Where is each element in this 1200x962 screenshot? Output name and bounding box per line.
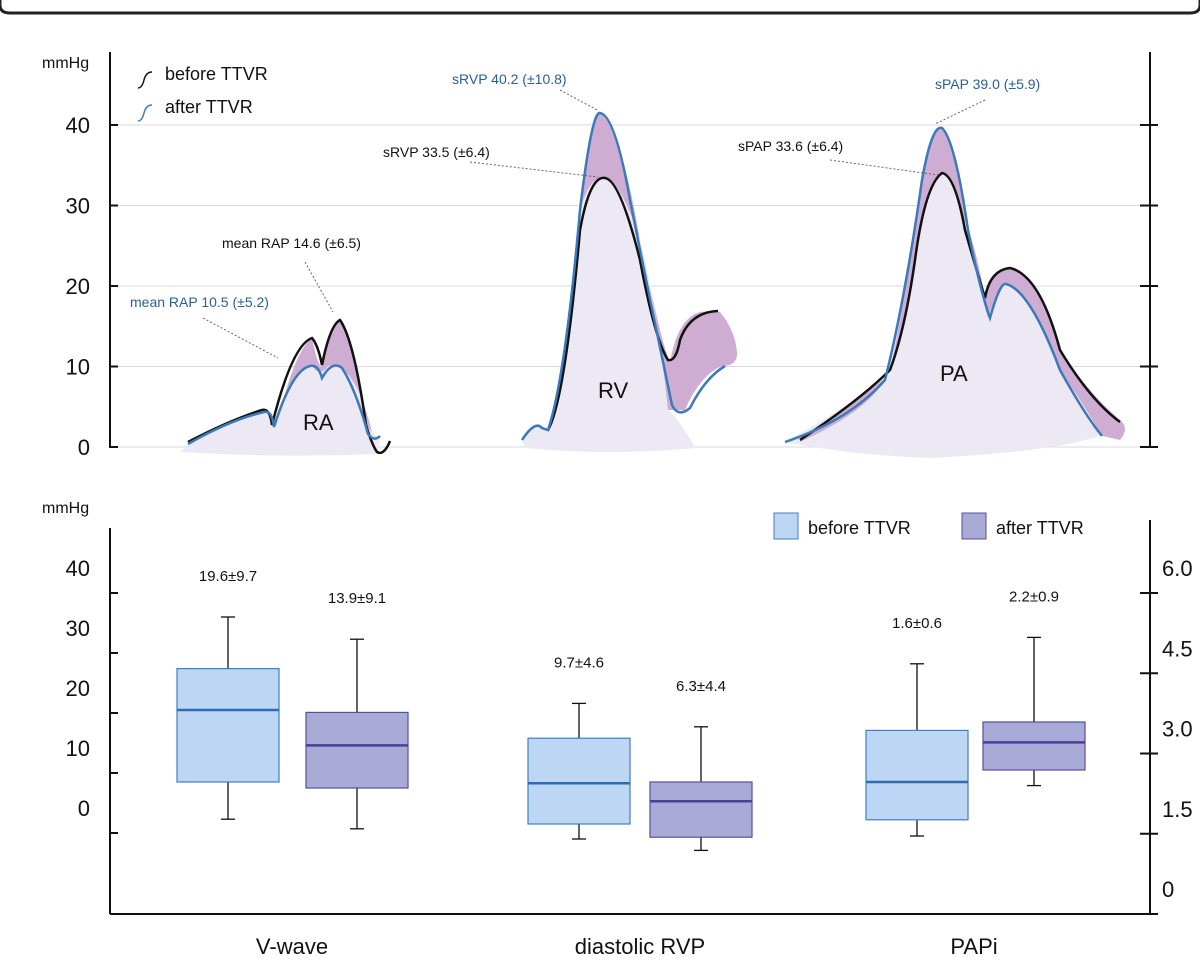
top-axes xyxy=(109,52,1151,448)
boxplot-diastolic-rvp-after: 6.3±4.4 xyxy=(649,678,753,852)
top-y-tick-label: 10 xyxy=(66,355,90,380)
rv-label: RV xyxy=(598,378,628,403)
ra-before-leader xyxy=(304,261,334,313)
category-label: diastolic RVP xyxy=(575,934,705,957)
ra-before-annotation: mean RAP 14.6 (±6.5) xyxy=(222,235,361,251)
box-stat-label: 1.6±0.6 xyxy=(892,615,942,632)
ra-after-annotation: mean RAP 10.5 (±5.2) xyxy=(130,294,269,310)
legend-before-label: before TTVR xyxy=(165,64,268,84)
waveform-ra: RA mean RAP 14.6 (±6.5) mean RAP 10.5 (±… xyxy=(130,235,392,456)
boxplot-v-wave-before: 19.6±9.7 xyxy=(176,568,280,820)
top-legend: before TTVR after TTVR xyxy=(137,64,268,122)
box-iqr xyxy=(176,667,280,783)
bottom-y-tick-label: 10 xyxy=(66,736,90,761)
top-y-tick-labels: 0 10 20 30 40 xyxy=(66,113,90,460)
top-y-tick-label: 20 xyxy=(66,274,90,299)
category-labels: V-wave diastolic RVP PAPi xyxy=(256,934,998,959)
ra-label: RA xyxy=(303,410,334,435)
boxplot-v-wave-after: 13.9±9.1 xyxy=(305,590,409,830)
bottom-y2-tick-label: 1.5 xyxy=(1162,797,1193,822)
waveform-pa: PA sPAP 39.0 (±5.9) sPAP 33.6 (±6.4) xyxy=(738,76,1125,458)
boxplot-diastolic-rvp-before: 9.7±4.6 xyxy=(527,654,631,840)
bottom-y-tick-label: 30 xyxy=(66,616,90,641)
box-iqr xyxy=(865,729,969,821)
pa-lavender-fill xyxy=(785,129,1100,458)
bottom-y-tick-label: 20 xyxy=(66,676,90,701)
box-stat-label: 9.7±4.6 xyxy=(554,654,604,671)
rv-lavender-fill xyxy=(522,117,695,452)
rv-before-line xyxy=(546,176,719,431)
bottom-y-unit: mmHg xyxy=(42,500,89,517)
bottom-y2-tick-label: 6.0 xyxy=(1162,556,1193,581)
rv-before-leader xyxy=(469,161,599,178)
top-y-tick-label: 0 xyxy=(78,435,90,460)
rv-after-leader xyxy=(559,89,598,111)
bottom-y2-tick-label: 0 xyxy=(1162,877,1174,902)
legend-before-box xyxy=(773,512,799,540)
bottom-y-tick-label: 0 xyxy=(78,796,90,821)
boxplot-papi-after: 2.2±0.9 xyxy=(982,588,1086,787)
box-iqr xyxy=(305,711,409,789)
bottom-ticks xyxy=(110,592,1158,915)
bottom-legend: before TTVR after TTVR xyxy=(773,512,1084,540)
pa-label: PA xyxy=(940,361,968,386)
top-border xyxy=(0,0,1200,15)
legend-after-swatch xyxy=(137,104,153,122)
boxplot-papi-before: 1.6±0.6 xyxy=(865,615,969,837)
legend-after-label: after TTVR xyxy=(165,97,253,117)
rv-pink-fill xyxy=(580,112,738,410)
top-ticks xyxy=(110,124,1158,448)
box-stat-label: 2.2±0.9 xyxy=(1009,588,1059,605)
legend-before-swatch xyxy=(137,71,153,89)
rv-after-annotation: sRVP 40.2 (±10.8) xyxy=(452,71,567,87)
pa-before-annotation: sPAP 33.6 (±6.4) xyxy=(738,138,843,154)
legend-before-box-label: before TTVR xyxy=(808,518,911,538)
box-stat-label: 13.9±9.1 xyxy=(328,590,386,607)
pa-after-line xyxy=(784,126,1103,444)
rv-after-line xyxy=(520,111,726,441)
bottom-y2-tick-labels: 0 1.5 3.0 4.5 6.0 xyxy=(1162,556,1193,902)
box-iqr xyxy=(527,737,631,825)
pa-before-line xyxy=(799,171,1121,442)
legend-after-box xyxy=(961,512,987,540)
bottom-y2-tick-label: 3.0 xyxy=(1162,717,1193,742)
box-iqr xyxy=(982,721,1086,771)
boxplots: 19.6±9.7 9.7±4.6 1.6±0.6 13.9±9.1 6.3±4.4 2.2… xyxy=(176,568,1086,852)
bottom-y2-tick-label: 4.5 xyxy=(1162,636,1193,661)
legend-after-box-label: after TTVR xyxy=(996,518,1084,538)
bottom-y-tick-label: 40 xyxy=(66,556,90,581)
bottom-y-tick-labels: 0 10 20 30 40 xyxy=(66,556,90,821)
top-y-unit: mmHg xyxy=(42,55,89,72)
top-y-tick-label: 30 xyxy=(66,194,90,219)
ra-after-leader xyxy=(202,317,279,359)
box-stat-label: 19.6±9.7 xyxy=(199,568,257,585)
waveform-rv: RV sRVP 40.2 (±10.8) sRVP 33.5 (±6.4) xyxy=(383,71,738,452)
box-iqr xyxy=(649,781,753,838)
top-y-tick-label: 40 xyxy=(66,113,90,138)
ra-after-line xyxy=(187,364,381,446)
box-stat-label: 6.3±4.4 xyxy=(676,678,726,695)
category-label: PAPi xyxy=(950,934,997,957)
category-label: V-wave xyxy=(256,934,328,957)
pa-after-annotation: sPAP 39.0 (±5.9) xyxy=(935,76,1040,92)
ra-pink-fill xyxy=(278,320,372,432)
rv-before-annotation: sRVP 33.5 (±6.4) xyxy=(383,144,490,160)
pa-before-leader xyxy=(829,159,939,176)
pa-after-leader xyxy=(934,99,986,125)
